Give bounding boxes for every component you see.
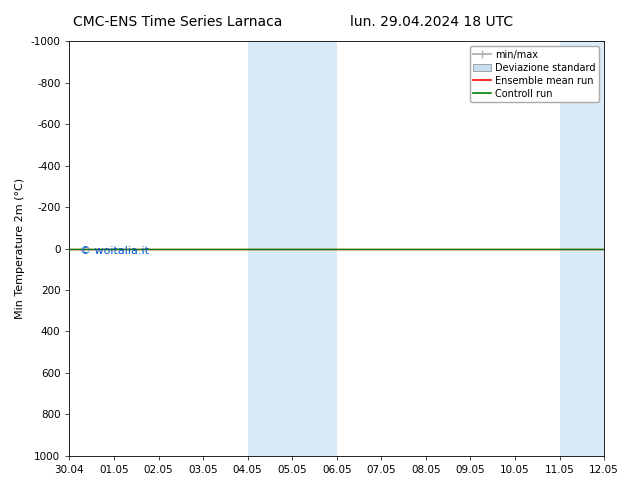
Bar	[560, 41, 604, 456]
Bar	[604, 41, 634, 456]
Text: lun. 29.04.2024 18 UTC: lun. 29.04.2024 18 UTC	[349, 15, 513, 29]
Text: © woitalia.it: © woitalia.it	[80, 245, 149, 256]
Y-axis label: Min Temperature 2m (°C): Min Temperature 2m (°C)	[15, 178, 25, 319]
Bar	[292, 41, 337, 456]
Legend: min/max, Deviazione standard, Ensemble mean run, Controll run: min/max, Deviazione standard, Ensemble m…	[470, 46, 599, 102]
Text: CMC-ENS Time Series Larnaca: CMC-ENS Time Series Larnaca	[73, 15, 282, 29]
Bar	[248, 41, 292, 456]
